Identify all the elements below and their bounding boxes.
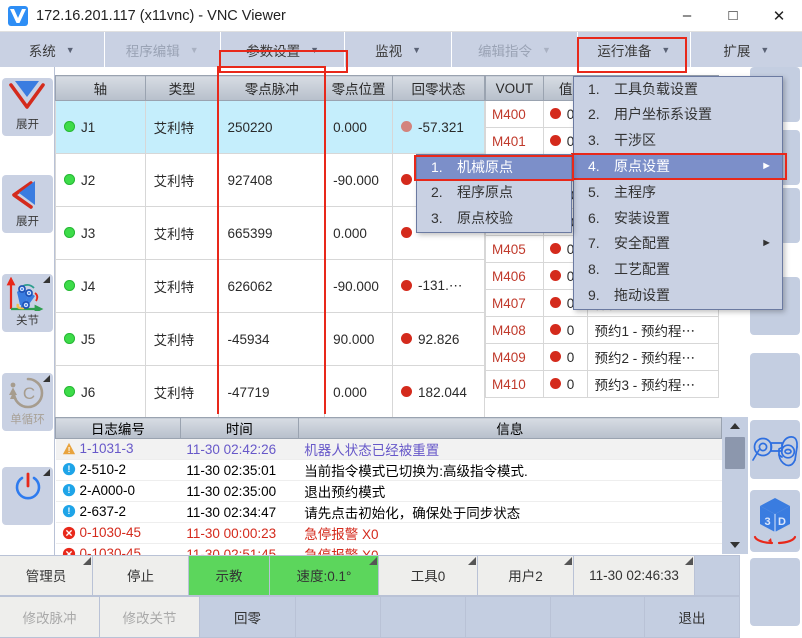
svg-text:D: D — [778, 516, 786, 528]
svg-text:!: ! — [67, 506, 70, 516]
svg-text:!: ! — [67, 485, 70, 495]
svg-text:C: C — [23, 384, 35, 403]
svg-text:!: ! — [67, 464, 70, 474]
svg-text:3: 3 — [764, 516, 770, 528]
svg-text:!: ! — [67, 446, 70, 455]
